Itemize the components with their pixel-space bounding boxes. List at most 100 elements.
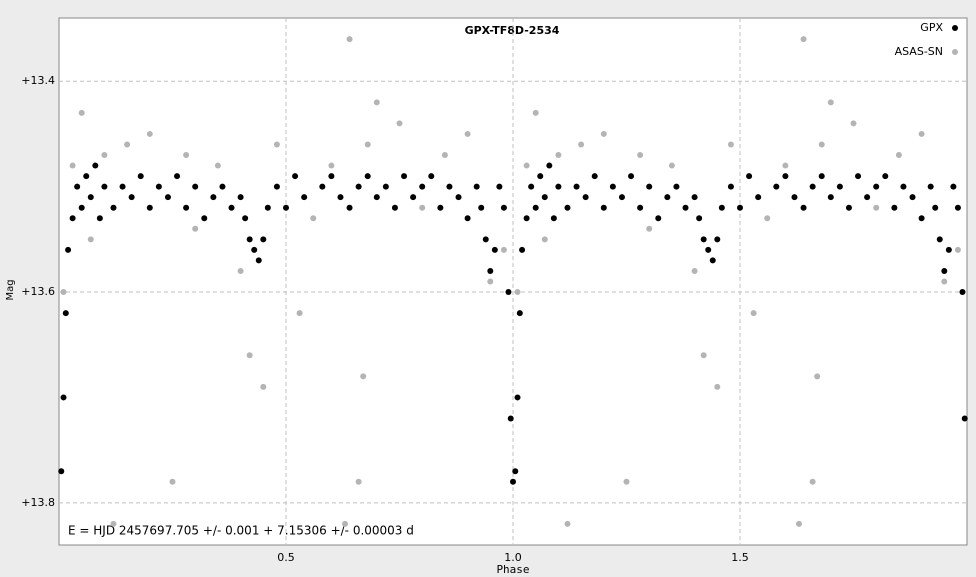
data-point — [310, 215, 317, 222]
data-point — [918, 215, 925, 222]
data-point — [237, 267, 244, 274]
data-point — [764, 215, 771, 222]
data-point — [954, 204, 961, 211]
data-point — [532, 204, 539, 211]
data-point — [512, 468, 519, 475]
data-point — [814, 373, 821, 380]
data-point — [900, 183, 907, 190]
data-point — [941, 267, 948, 274]
data-point — [201, 215, 208, 222]
data-point — [500, 204, 507, 211]
data-point — [301, 194, 308, 201]
data-point — [419, 183, 426, 190]
data-point — [646, 225, 653, 232]
data-point — [487, 267, 494, 274]
data-point — [755, 194, 762, 201]
data-point — [514, 289, 521, 296]
data-point — [328, 162, 335, 169]
data-point — [373, 194, 380, 201]
data-point — [782, 173, 789, 180]
data-point — [827, 99, 834, 106]
data-point — [623, 478, 630, 485]
data-point — [537, 173, 544, 180]
data-point — [714, 383, 721, 390]
data-point — [941, 278, 948, 285]
data-point — [628, 173, 635, 180]
data-point — [219, 183, 226, 190]
data-point — [410, 194, 417, 201]
data-point — [146, 130, 153, 137]
data-point — [92, 162, 99, 169]
data-point — [546, 162, 553, 169]
data-point — [464, 215, 471, 222]
data-point — [582, 194, 589, 201]
data-point — [296, 310, 303, 317]
data-point — [328, 173, 335, 180]
data-point — [128, 194, 135, 201]
data-point — [507, 415, 514, 422]
data-point — [505, 289, 512, 296]
data-point — [87, 236, 94, 243]
data-point — [836, 183, 843, 190]
data-point — [682, 204, 689, 211]
data-point — [251, 246, 258, 253]
data-point — [873, 204, 880, 211]
data-point — [396, 120, 403, 127]
data-point — [932, 204, 939, 211]
data-point — [78, 204, 85, 211]
data-point — [87, 194, 94, 201]
data-point — [691, 267, 698, 274]
data-point — [283, 204, 289, 211]
data-point — [818, 173, 825, 180]
data-point — [959, 289, 966, 296]
data-point — [96, 215, 103, 222]
data-point — [60, 289, 67, 296]
data-point — [510, 478, 516, 485]
data-point — [573, 183, 580, 190]
data-point — [246, 236, 253, 243]
data-point — [564, 204, 571, 211]
data-point — [845, 204, 852, 211]
data-point — [273, 141, 280, 148]
data-point — [391, 204, 398, 211]
data-point — [419, 204, 426, 211]
data-point — [260, 383, 267, 390]
data-point — [355, 183, 362, 190]
data-point — [237, 194, 244, 201]
data-point — [555, 152, 562, 159]
data-point — [364, 141, 371, 148]
data-point — [192, 225, 199, 232]
data-point — [146, 204, 153, 211]
data-point — [864, 194, 871, 201]
data-point — [591, 173, 598, 180]
legend-label: ASAS-SN — [895, 45, 943, 58]
y-tick-label: +13.8 — [21, 496, 55, 509]
data-point — [482, 236, 489, 243]
data-point — [668, 162, 675, 169]
data-point — [500, 246, 507, 253]
data-point — [124, 141, 131, 148]
data-point — [74, 183, 81, 190]
x-tick-label: 0.5 — [277, 551, 295, 564]
data-point — [700, 236, 707, 243]
data-point — [69, 215, 76, 222]
data-point — [516, 310, 523, 317]
data-point — [700, 352, 707, 359]
data-point — [364, 173, 371, 180]
data-point — [818, 141, 825, 148]
data-point — [882, 173, 889, 180]
data-point — [891, 204, 898, 211]
data-point — [578, 141, 585, 148]
data-point — [428, 173, 435, 180]
data-point — [927, 183, 934, 190]
data-point — [945, 246, 952, 253]
data-point — [637, 152, 644, 159]
data-point — [62, 310, 69, 317]
data-point — [455, 194, 462, 201]
data-point — [65, 246, 72, 253]
data-point — [401, 173, 408, 180]
data-point — [491, 246, 498, 253]
data-point — [791, 194, 798, 201]
data-point — [827, 194, 834, 201]
